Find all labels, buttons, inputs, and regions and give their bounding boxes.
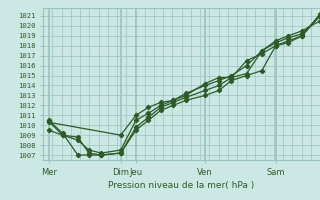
X-axis label: Pression niveau de la mer( hPa ): Pression niveau de la mer( hPa ) <box>108 181 255 190</box>
